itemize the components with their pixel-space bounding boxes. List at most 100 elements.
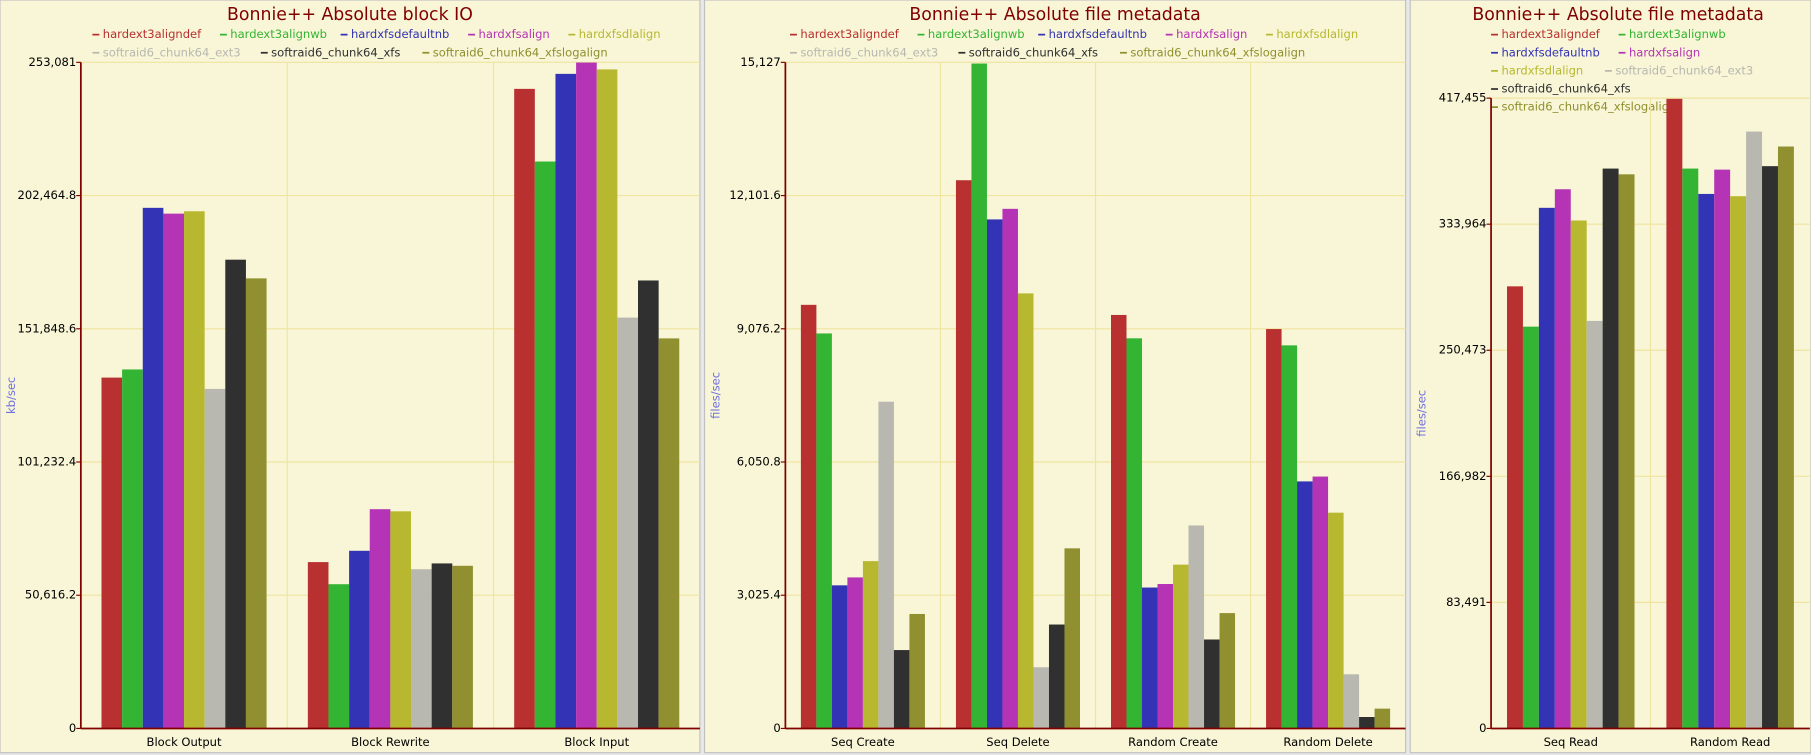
- bar: [878, 401, 894, 729]
- y-tick-label: 166,982: [1439, 469, 1487, 483]
- bar: [1359, 716, 1375, 729]
- y-tick-label: 50,616.2: [25, 588, 76, 602]
- bar: [1374, 708, 1391, 729]
- y-axis-label: files/sec: [1414, 390, 1428, 437]
- bar: [1602, 168, 1619, 729]
- bar: [1554, 189, 1571, 729]
- bar: [847, 577, 863, 729]
- legend-label: hardext3aligndef: [103, 27, 202, 41]
- legend-label: hardxfsdefaultnb: [1049, 27, 1147, 41]
- bar: [862, 561, 879, 729]
- x-tick-label: Seq Read: [1544, 735, 1598, 749]
- legend-label: hardxfsalign: [1629, 45, 1700, 59]
- bar: [893, 650, 910, 729]
- y-tick-label: 0: [773, 721, 780, 735]
- bar: [1762, 166, 1778, 729]
- bar: [658, 338, 680, 729]
- bar: [307, 562, 329, 729]
- x-tick-label: Block Output: [147, 735, 222, 749]
- legend-label: softraid6_chunk64_xfs: [271, 45, 400, 59]
- bar: [1714, 169, 1731, 729]
- legend-label: softraid6_chunk64_xfslogalign: [433, 45, 608, 59]
- bar: [1266, 329, 1282, 729]
- legend-label: hardext3alignwb: [230, 27, 327, 41]
- y-tick-label: 253,081: [29, 55, 77, 69]
- y-axis-label: kb/sec: [4, 377, 18, 414]
- bar: [986, 219, 1003, 729]
- bar: [555, 73, 577, 729]
- x-tick-label: Random Delete: [1283, 735, 1372, 749]
- legend-label: softraid6_chunk64_xfslogalign: [1501, 100, 1676, 114]
- legend-label: softraid6_chunk64_xfslogalign: [1130, 45, 1305, 59]
- bar: [163, 213, 185, 729]
- bar: [1666, 98, 1683, 729]
- legend-label: softraid6_chunk64_ext3: [1615, 63, 1753, 77]
- bar: [617, 317, 639, 729]
- chart-title: Bonnie++ Absolute file metadata: [909, 5, 1200, 25]
- legend-label: softraid6_chunk64_ext3: [800, 45, 938, 59]
- bar: [1204, 639, 1220, 729]
- bar: [1017, 293, 1034, 729]
- y-tick-label: 6,050.8: [737, 455, 781, 469]
- bar: [831, 585, 848, 729]
- legend-label: hardxfsalign: [479, 27, 550, 41]
- bar: [1173, 564, 1189, 729]
- legend-label: hardext3aligndef: [800, 27, 899, 41]
- bar: [1618, 174, 1635, 729]
- bar: [204, 388, 226, 729]
- bar: [1730, 196, 1747, 729]
- legend-label: hardxfsdlalign: [1276, 27, 1358, 41]
- legend-label: hardxfsdefaultnb: [1501, 45, 1599, 59]
- bar: [1343, 674, 1360, 729]
- x-tick-label: Random Read: [1690, 735, 1770, 749]
- y-tick-label: 202,464.8: [18, 188, 77, 202]
- bar: [369, 509, 391, 729]
- bar: [328, 584, 350, 729]
- legend-label: hardxfsdlalign: [579, 27, 661, 41]
- y-tick-label: 250,473: [1439, 343, 1487, 357]
- bar: [1682, 168, 1699, 729]
- bar: [816, 333, 832, 729]
- y-tick-label: 12,101.6: [729, 188, 780, 202]
- bar: [1188, 525, 1205, 729]
- bar: [1312, 476, 1329, 729]
- bar: [1570, 220, 1587, 729]
- y-tick-label: 3,025.4: [737, 588, 781, 602]
- bar: [1002, 208, 1018, 729]
- bar: [1064, 548, 1080, 729]
- legend-label: softraid6_chunk64_xfs: [1501, 82, 1630, 96]
- x-tick-label: Seq Delete: [986, 735, 1049, 749]
- chart-title: Bonnie++ Absolute block IO: [227, 5, 473, 25]
- bar: [576, 62, 597, 729]
- bar: [1281, 345, 1298, 729]
- legend-label: hardxfsdlalign: [1501, 63, 1583, 77]
- bar: [411, 569, 432, 729]
- legend-label: hardxfsdefaultnb: [351, 27, 449, 41]
- bar: [122, 369, 143, 729]
- bar: [1157, 584, 1174, 729]
- bar: [225, 259, 246, 729]
- y-tick-label: 151,848.6: [18, 321, 77, 335]
- y-tick-label: 0: [69, 721, 76, 735]
- legend-label: hardext3alignwb: [928, 27, 1025, 41]
- bar: [142, 207, 164, 729]
- bar: [245, 278, 267, 729]
- bar: [1586, 320, 1603, 729]
- y-tick-label: 15,127: [740, 55, 780, 69]
- legend-label: hardext3alignwb: [1629, 27, 1726, 41]
- bar: [909, 613, 925, 729]
- x-tick-label: Block Rewrite: [351, 735, 429, 749]
- bar: [1297, 481, 1313, 729]
- bar: [514, 88, 535, 729]
- legend-label: hardxfsalign: [1176, 27, 1247, 41]
- bar: [1538, 207, 1555, 729]
- x-tick-label: Block Input: [564, 735, 629, 749]
- bar: [1110, 314, 1127, 729]
- bar: [452, 565, 473, 729]
- legend-label: softraid6_chunk64_ext3: [103, 45, 241, 59]
- bar: [534, 161, 556, 729]
- chart-title: Bonnie++ Absolute file metadata: [1472, 5, 1763, 25]
- bar: [1033, 667, 1049, 729]
- bar: [1126, 338, 1143, 729]
